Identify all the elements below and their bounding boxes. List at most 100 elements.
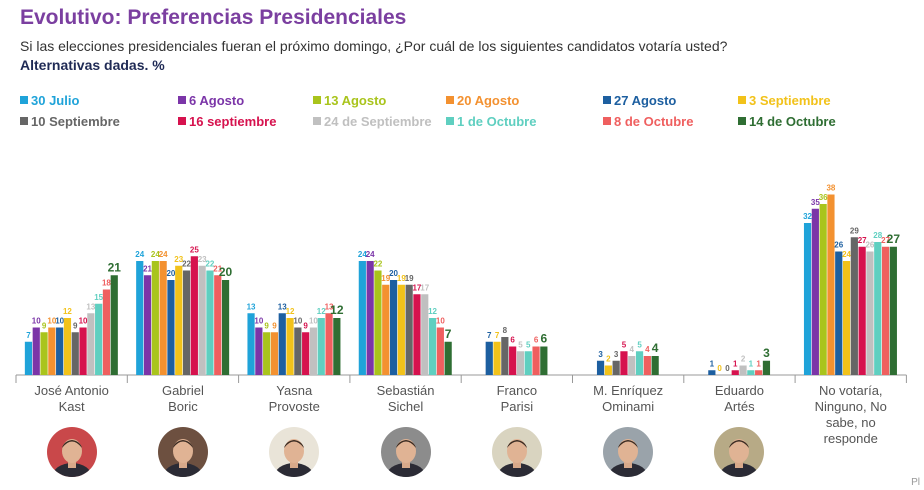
- candidate-label: M. Enríquez Ominami: [573, 383, 683, 415]
- legend-swatch: [603, 117, 611, 125]
- data-label: 6: [541, 332, 548, 346]
- bar: [397, 284, 405, 375]
- bar: [803, 223, 812, 375]
- legend-item: 13 Agosto: [313, 93, 386, 108]
- data-label: 4: [630, 345, 635, 354]
- legend-label: 30 Julio: [31, 93, 80, 108]
- data-label: 10: [436, 317, 445, 326]
- bar: [95, 303, 103, 375]
- person-icon: [491, 427, 542, 477]
- bar: [79, 327, 87, 375]
- data-label: 0: [717, 364, 722, 373]
- bar: [198, 265, 206, 375]
- data-label: 29: [850, 226, 859, 235]
- data-label: 6: [510, 336, 515, 345]
- data-label: 12: [330, 303, 344, 317]
- data-label: 1: [756, 359, 761, 368]
- bar: [835, 251, 843, 375]
- legend-item: 30 Julio: [20, 93, 79, 108]
- bar: [524, 351, 532, 375]
- bar: [294, 327, 302, 375]
- data-label: 5: [622, 340, 627, 349]
- bar: [596, 360, 605, 375]
- legend-swatch: [738, 117, 746, 125]
- bar: [175, 265, 183, 375]
- legend-label: 20 Agosto: [457, 93, 520, 108]
- data-label: 36: [819, 193, 828, 202]
- data-label: 4: [645, 345, 650, 354]
- bar: [247, 313, 255, 375]
- data-label: 4: [652, 341, 659, 355]
- bar: [102, 289, 111, 375]
- candidate-label-line: Sichel: [387, 399, 424, 414]
- data-label: 35: [811, 198, 820, 207]
- bar: [302, 332, 310, 375]
- bar: [485, 341, 493, 375]
- data-label: 10: [293, 317, 302, 326]
- data-label: 10: [79, 317, 88, 326]
- bar: [436, 327, 444, 375]
- data-label: 7: [495, 331, 500, 340]
- bar: [651, 356, 659, 375]
- bar: [182, 270, 191, 375]
- legend-swatch: [178, 117, 186, 125]
- bar: [286, 318, 294, 375]
- data-label: 9: [303, 321, 308, 330]
- legend-swatch: [313, 96, 321, 104]
- legend-label: 10 Septiembre: [31, 114, 120, 129]
- legend-label: 8 de Octubre: [614, 114, 694, 129]
- candidate-label-line: José Antonio: [34, 383, 109, 398]
- legend-label: 24 de Septiembre: [324, 114, 432, 129]
- legend-item: 20 Agosto: [446, 93, 519, 108]
- bar: [151, 261, 159, 375]
- bar: [842, 261, 851, 375]
- portrait-artes-avatar: [714, 427, 765, 477]
- bar: [620, 351, 628, 375]
- bar: [190, 256, 198, 375]
- data-label: 19: [397, 274, 406, 283]
- legend-label: 13 Agosto: [324, 93, 387, 108]
- legend-swatch: [20, 117, 28, 125]
- candidate-label-line: Yasna: [276, 383, 313, 398]
- bar: [56, 327, 64, 375]
- legend-item: 10 Septiembre: [20, 114, 120, 129]
- bar: [405, 284, 413, 375]
- legend-item: 1 de Octubre: [446, 114, 536, 129]
- data-label: 1: [710, 359, 715, 368]
- person-icon: [269, 427, 320, 477]
- data-label: 22: [205, 260, 214, 269]
- legend-label: 14 de Octubre: [749, 114, 836, 129]
- data-label: 26: [865, 241, 874, 250]
- bar: [811, 208, 819, 375]
- data-label: 13: [278, 302, 287, 311]
- bar: [214, 275, 222, 375]
- bar: [270, 332, 279, 375]
- bar: [24, 341, 33, 375]
- data-label: 23: [174, 255, 183, 264]
- data-label: 0: [725, 364, 730, 373]
- portrait-boric-avatar: [157, 427, 208, 477]
- bar: [278, 313, 286, 375]
- data-label: 10: [254, 317, 263, 326]
- data-label: 10: [32, 317, 41, 326]
- data-label: 5: [518, 340, 523, 349]
- data-label: 28: [873, 231, 882, 240]
- candidate-label-line: No votaría,: [818, 383, 883, 398]
- bar: [643, 356, 651, 375]
- data-label: 25: [190, 245, 199, 254]
- data-label: 12: [317, 307, 326, 316]
- data-label: 1: [733, 359, 738, 368]
- data-label: 1: [749, 359, 754, 368]
- legend-item: 6 Agosto: [178, 93, 244, 108]
- data-label: 24: [358, 250, 367, 259]
- page-mark: Pl: [911, 477, 920, 488]
- bar: [87, 313, 95, 375]
- bar: [358, 261, 366, 375]
- data-label: 24: [842, 250, 851, 259]
- data-label: 19: [381, 274, 390, 283]
- data-label: 9: [264, 321, 269, 330]
- bar: [739, 365, 747, 375]
- data-label: 12: [63, 307, 72, 316]
- data-label: 10: [309, 317, 318, 326]
- bar: [32, 327, 40, 375]
